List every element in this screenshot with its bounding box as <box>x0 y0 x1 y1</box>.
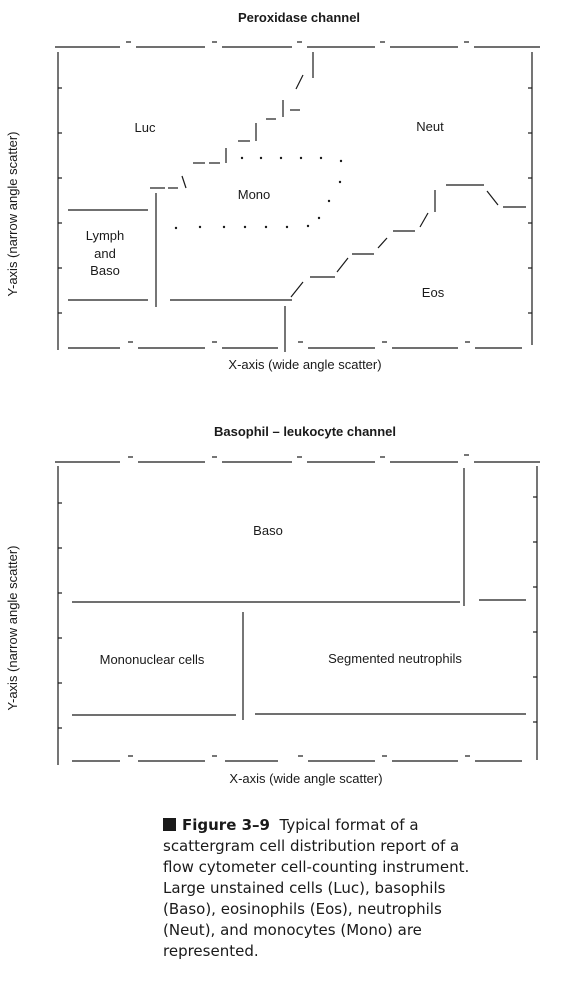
peroxidase-frame <box>55 41 540 350</box>
basophil-region-boundaries <box>72 468 526 720</box>
region-label-segmented: Segmented neutrophils <box>328 651 462 666</box>
region-label-mono: Mono <box>238 187 271 202</box>
basophil-x-axis-label: X-axis (wide angle scatter) <box>229 771 382 786</box>
caption-square-marker <box>163 818 176 831</box>
basophil-y-axis-label: Y-axis (narrow angle scatter) <box>5 546 20 711</box>
basophil-frame <box>55 454 540 765</box>
peroxidase-x-axis-label: X-axis (wide angle scatter) <box>228 357 381 372</box>
region-label-mononuclear: Mononuclear cells <box>100 652 205 667</box>
region-label-neut: Neut <box>416 119 444 134</box>
peroxidase-y-axis-label: Y-axis (narrow angle scatter) <box>5 132 20 297</box>
region-label-and: and <box>94 246 116 261</box>
region-label-baso-top: Baso <box>90 263 120 278</box>
basophil-title: Basophil – leukocyte channel <box>214 424 396 439</box>
figure-number: Figure 3–9 <box>182 816 270 834</box>
figure-caption: Figure 3–9 Typical format of a scattergr… <box>163 815 483 962</box>
region-label-eos: Eos <box>422 285 445 300</box>
region-label-lymph: Lymph <box>86 228 125 243</box>
region-label-baso: Baso <box>253 523 283 538</box>
peroxidase-region-boundaries <box>68 52 526 352</box>
region-label-luc: Luc <box>135 120 156 135</box>
mono-dotted-outline <box>174 156 343 230</box>
peroxidase-title: Peroxidase channel <box>238 10 360 25</box>
caption-text: Typical format of a scattergram cell dis… <box>163 816 470 960</box>
